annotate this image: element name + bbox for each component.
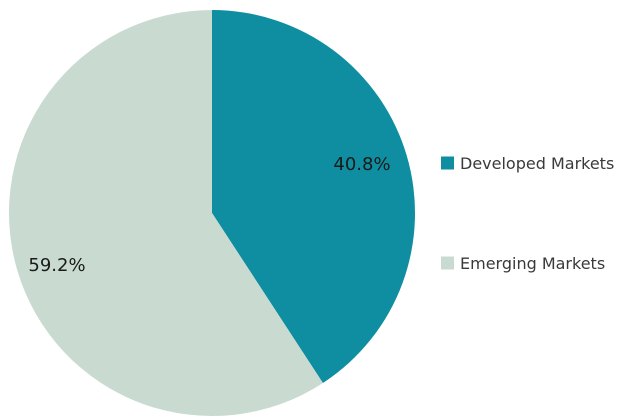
legend-swatch-developed-markets	[441, 156, 454, 170]
legend: Developed Markets Emerging Markets	[441, 154, 614, 273]
slice-label-emerging-markets: 59.2%	[28, 255, 85, 276]
legend-label-emerging-markets: Emerging Markets	[460, 254, 605, 273]
pie-slices	[9, 10, 416, 416]
pie-slice-emerging-markets	[9, 10, 323, 416]
legend-swatch-emerging-markets	[441, 256, 454, 270]
pie-slice-developed-markets	[212, 10, 416, 384]
legend-item-developed-markets: Developed Markets	[441, 154, 614, 173]
slice-label-developed-markets: 40.8%	[333, 154, 390, 175]
pie-slice-labels: 40.8% 59.2%	[28, 154, 390, 276]
legend-item-emerging-markets: Emerging Markets	[441, 254, 605, 273]
legend-label-developed-markets: Developed Markets	[460, 154, 614, 173]
